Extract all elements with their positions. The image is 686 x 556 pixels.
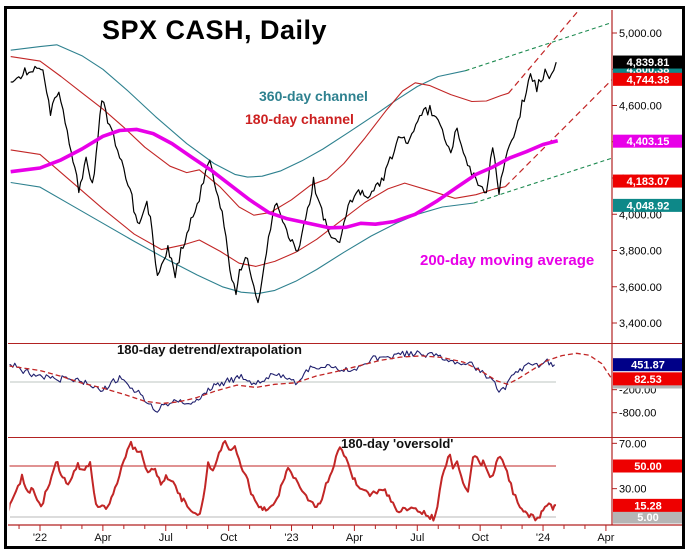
value-badge: 451.87	[613, 358, 683, 372]
value-badge-bg	[613, 498, 683, 512]
x-tick-label: Oct	[472, 532, 489, 544]
value-badge-bg	[613, 372, 683, 386]
chart-title: SPX CASH, Daily	[102, 15, 328, 45]
panel-price	[10, 12, 612, 304]
value-badge-text: 5.00	[637, 512, 658, 524]
y-tick-label: 3,600.00	[619, 282, 662, 294]
x-tick-label: '22	[33, 532, 47, 544]
legend-180-day-channel: 180-day channel	[245, 111, 354, 127]
series-360-day-extrapolation-lower	[473, 157, 612, 204]
label-detrend-panel: 180-day detrend/extrapolation	[117, 342, 302, 357]
x-tick-label: Jul	[159, 532, 173, 544]
y-tick-label: 30.00	[619, 484, 647, 496]
value-badge-bg	[613, 459, 683, 473]
x-tick-label: Apr	[346, 532, 363, 544]
series-180-day-extrapolation-upper	[508, 12, 579, 94]
x-tick-label: '24	[536, 532, 550, 544]
series-extrapolation	[9, 352, 612, 405]
value-badge-text: 4,839.81	[627, 57, 670, 69]
x-tick-label: Apr	[94, 532, 111, 544]
series-180-day-channel-lower	[10, 149, 506, 267]
series-200-day-moving-average	[10, 127, 559, 230]
x-tick-label: Oct	[220, 532, 237, 544]
value-badge: 15.28	[613, 498, 683, 512]
label-oversold-panel: 180-day 'oversold'	[341, 436, 454, 451]
value-badge-text: 82.53	[634, 374, 662, 386]
value-badge-bg	[613, 174, 683, 188]
y-tick-label: 70.00	[619, 438, 647, 450]
value-badge: 50.00	[613, 459, 683, 473]
series-360-day-extrapolation-upper	[465, 21, 612, 72]
value-badge-text: 15.28	[634, 500, 662, 512]
y-tick-label: 5,000.00	[619, 28, 662, 40]
value-badge-bg	[613, 72, 683, 86]
value-badge: 4,744.38	[613, 72, 683, 86]
value-badge: 4,839.81	[613, 55, 683, 69]
value-badge-bg	[613, 55, 683, 69]
value-badge-bg	[613, 358, 683, 372]
y-tick-label: 3,800.00	[619, 246, 662, 258]
x-tick-label: Jul	[410, 532, 424, 544]
value-badge-bg	[613, 198, 683, 212]
value-badge-text: 451.87	[631, 360, 665, 372]
value-badge: 4,048.92	[613, 198, 683, 212]
value-badge: 4,403.15	[613, 134, 683, 148]
series-spx-price	[10, 62, 557, 304]
value-badge-text: 4,048.92	[627, 200, 670, 212]
value-badge-bg	[613, 134, 683, 148]
y-tick-label: 4,600.00	[619, 101, 662, 113]
chart-border	[4, 6, 685, 549]
value-badge-text: 4,744.38	[627, 74, 670, 86]
x-tick-label: Apr	[597, 532, 614, 544]
value-badge-text: 50.00	[634, 461, 662, 473]
series-180-day-channel-upper	[10, 56, 509, 216]
series-360-day-channel-upper	[10, 44, 466, 178]
series-180-day-extrapolation-lower	[504, 78, 612, 188]
value-badge: 5.00	[613, 510, 683, 524]
label-200-day-moving-average: 200-day moving average	[420, 252, 595, 269]
value-badge: 4,183.07	[613, 174, 683, 188]
y-tick-label: 4,000.00	[619, 209, 662, 221]
value-badge: 82.53	[613, 372, 683, 386]
y-tick-label: 3,400.00	[619, 318, 662, 330]
y-tick-label: -800.00	[619, 408, 656, 420]
legend-360-day-channel: 360-day channel	[259, 88, 368, 104]
value-badge-text: 4,183.07	[627, 176, 670, 188]
panel-mid	[9, 350, 612, 413]
panel-osc	[9, 440, 557, 522]
value-badge-bg	[613, 510, 683, 524]
x-tick-label: '23	[284, 532, 298, 544]
series-360-day-channel-lower	[10, 181, 474, 295]
series-oversold	[9, 440, 557, 522]
value-badge-text: 4,403.15	[627, 136, 670, 148]
